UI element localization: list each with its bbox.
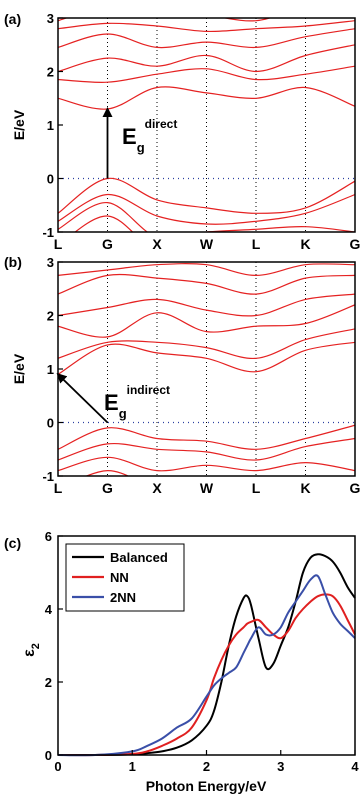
x-axis-label-c: Photon Energy/eV xyxy=(146,778,267,794)
band-pa-7 xyxy=(58,28,355,49)
k-point-label-pa: X xyxy=(152,236,162,252)
band-pb-9 xyxy=(58,263,355,277)
k-point-label-pb: G xyxy=(102,480,113,496)
legend-label-2nn: 2NN xyxy=(110,590,136,605)
band-lines-b xyxy=(58,263,355,476)
band-pb-3 xyxy=(58,424,355,450)
y-tick-label-pa: 0 xyxy=(47,172,54,187)
y-tick-label-pc: 2 xyxy=(45,675,52,690)
band-pa-1 xyxy=(58,201,355,232)
band-pa-2 xyxy=(58,193,355,225)
y-axis-label-c: ε2 xyxy=(21,643,42,657)
y-tick-label-pb: 1 xyxy=(47,362,54,377)
y-tick-label-pa: 3 xyxy=(47,11,54,26)
y-tick-label-pb: -1 xyxy=(42,469,54,484)
series-line-2nn xyxy=(57,574,356,757)
panel-label-c: (c) xyxy=(4,535,21,551)
y-tick-label-pa: -1 xyxy=(42,225,54,240)
y-axis-label-main-c: ε xyxy=(21,649,38,657)
band-lines-a xyxy=(58,18,355,232)
y-axis-label-b: E/eV xyxy=(11,353,27,384)
y-ticks-c: 0 2 4 6 xyxy=(45,529,63,763)
series-line-nn xyxy=(57,593,356,757)
band-pb-1 xyxy=(58,456,355,472)
legend-label-balanced: Balanced xyxy=(110,550,168,565)
y-tick-label-pc: 4 xyxy=(45,602,53,617)
gap-annotation-main-b: E xyxy=(104,390,119,415)
y-tick-label-pc: 6 xyxy=(45,529,52,544)
legend-c: Balanced NN 2NN xyxy=(65,543,185,612)
band-pb-5 xyxy=(58,328,355,359)
gap-arrow-b xyxy=(56,372,109,424)
y-axis-label-sub-c: 2 xyxy=(30,643,42,649)
y-ticks-b: -1 0 1 2 3 xyxy=(42,255,63,484)
legend-label-nn: NN xyxy=(110,570,129,585)
x-ticks-c: 0 1 2 3 4 xyxy=(54,750,359,774)
k-point-label-pa: G xyxy=(102,236,113,252)
band-pa-0 xyxy=(74,215,134,232)
plot-frame-b xyxy=(57,261,356,477)
y-tick-label-pb: 0 xyxy=(47,416,54,431)
band-pa-6 xyxy=(58,44,355,73)
series-line-balanced xyxy=(57,553,356,757)
x-tick-label-pc: 3 xyxy=(277,759,284,774)
k-point-grid-lines-b xyxy=(58,262,355,476)
band-pb-8 xyxy=(58,273,355,295)
x-tick-label-pc: 0 xyxy=(54,759,61,774)
plot-frame-a xyxy=(57,17,356,233)
band-structure-panel-b: (b) E/eV Egindirect -1 0 1 2 3 L G X W L K G xyxy=(4,254,361,496)
y-tick-label-pb: 2 xyxy=(47,309,54,324)
k-point-label-pb: X xyxy=(152,480,162,496)
gap-annotation-sub-a: g xyxy=(137,140,145,155)
gap-annotation-a: Egdirect xyxy=(122,117,177,155)
k-point-label-pb: L xyxy=(54,480,63,496)
gap-annotation-b: Egindirect xyxy=(104,383,170,421)
k-point-label-pb: W xyxy=(200,480,214,496)
x-tick-label-pc: 4 xyxy=(351,759,359,774)
y-tick-label-pb: 3 xyxy=(47,255,54,270)
k-point-label-pa: L xyxy=(54,236,63,252)
x-tick-label-pc: 2 xyxy=(203,759,210,774)
y-ticks-a: -1 0 1 2 3 xyxy=(42,11,63,240)
gap-arrow-line-pb xyxy=(56,372,109,424)
panel-label-a: (a) xyxy=(4,11,21,27)
band-pa-8 xyxy=(58,20,355,33)
band-pb-6 xyxy=(58,304,355,338)
band-pb-7 xyxy=(58,293,355,317)
series-lines-c xyxy=(57,553,356,757)
y-tick-label-pa: 2 xyxy=(47,65,54,80)
k-point-label-pa: L xyxy=(252,236,261,252)
y-tick-label-pc: 0 xyxy=(45,748,52,763)
k-point-label-pa: G xyxy=(350,236,361,252)
gap-annotation-sup-b: indirect xyxy=(127,383,170,397)
band-pb-0 xyxy=(85,469,130,476)
band-pb-4 xyxy=(58,341,355,375)
band-pa-5 xyxy=(58,65,355,83)
y-axis-label-a: E/eV xyxy=(11,109,27,140)
k-point-label-pb: K xyxy=(300,480,310,496)
y-tick-label-pa: 1 xyxy=(47,118,54,133)
k-point-label-pb: L xyxy=(252,480,261,496)
panel-label-b: (b) xyxy=(4,254,22,270)
k-point-label-pb: G xyxy=(350,480,361,496)
plot-frame-c xyxy=(57,535,356,756)
k-point-grid-lines-a xyxy=(58,18,355,232)
gap-annotation-sub-b: g xyxy=(119,406,127,421)
k-point-label-pa: W xyxy=(200,236,214,252)
gap-annotation-main-a: E xyxy=(122,124,137,149)
gap-annotation-sup-a: direct xyxy=(145,117,178,131)
band-structure-panel-a: (a) E/eV Egdirect -1 0 1 2 3 L G X W L K G xyxy=(4,11,361,252)
x-tick-label-pc: 1 xyxy=(129,759,136,774)
k-point-label-pa: K xyxy=(300,236,310,252)
band-pb-2 xyxy=(58,437,355,461)
